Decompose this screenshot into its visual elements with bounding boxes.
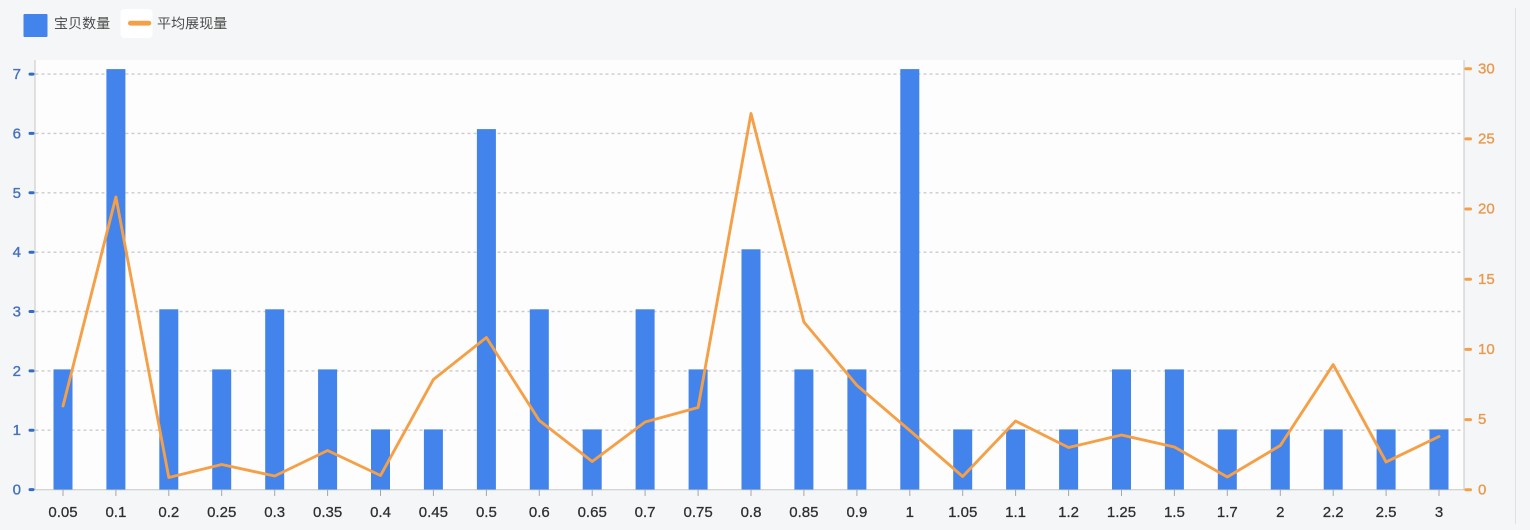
svg-text:0.25: 0.25 [207,504,236,521]
svg-text:20: 20 [1478,201,1495,218]
svg-text:25: 25 [1478,131,1495,148]
svg-text:5: 5 [13,185,21,202]
svg-text:0.85: 0.85 [789,504,818,521]
svg-text:0.2: 0.2 [158,504,179,521]
svg-text:1: 1 [13,422,21,439]
svg-text:10: 10 [1478,341,1495,358]
svg-text:1.05: 1.05 [948,504,977,521]
svg-text:0.8: 0.8 [741,504,762,521]
svg-text:1.7: 1.7 [1217,504,1238,521]
svg-text:1.2: 1.2 [1058,504,1079,521]
svg-text:0.6: 0.6 [529,504,550,521]
svg-text:0.1: 0.1 [105,504,126,521]
svg-text:0.4: 0.4 [370,504,391,521]
svg-text:6: 6 [13,125,21,142]
svg-text:0: 0 [1478,481,1486,498]
svg-text:0.65: 0.65 [578,504,607,521]
svg-text:2.2: 2.2 [1323,504,1344,521]
svg-text:1.25: 1.25 [1107,504,1136,521]
svg-text:0.7: 0.7 [635,504,656,521]
svg-text:7: 7 [13,66,21,83]
svg-text:2: 2 [1276,504,1284,521]
svg-text:0.45: 0.45 [419,504,448,521]
svg-text:0.35: 0.35 [313,504,342,521]
svg-text:4: 4 [13,244,21,261]
svg-text:2: 2 [13,363,21,380]
svg-text:1.1: 1.1 [1005,504,1026,521]
svg-text:30: 30 [1478,60,1495,77]
svg-text:1: 1 [906,504,914,521]
svg-text:0.5: 0.5 [476,504,497,521]
svg-text:0.75: 0.75 [683,504,712,521]
svg-text:3: 3 [13,304,21,321]
svg-text:1.5: 1.5 [1164,504,1185,521]
svg-text:15: 15 [1478,271,1495,288]
svg-text:0.3: 0.3 [264,504,285,521]
svg-text:5: 5 [1478,411,1486,428]
svg-text:0.05: 0.05 [48,504,77,521]
svg-text:3: 3 [1435,504,1443,521]
svg-text:2.5: 2.5 [1376,504,1397,521]
svg-text:0: 0 [13,482,21,499]
svg-text:0.9: 0.9 [846,504,867,521]
